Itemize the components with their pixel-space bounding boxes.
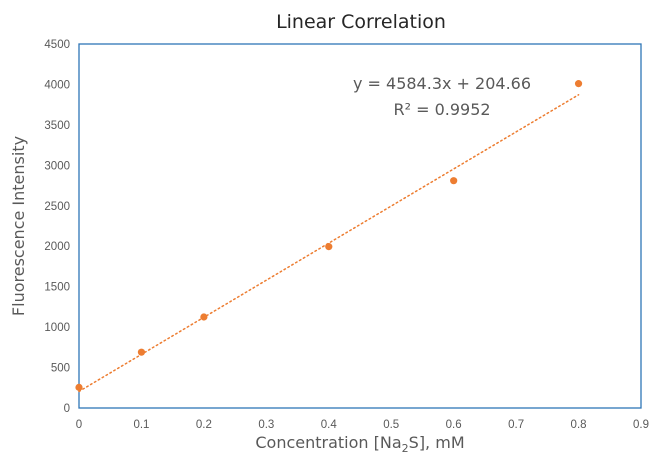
y-tick-label: 0 [64, 403, 70, 415]
data-point [325, 243, 333, 251]
data-point [137, 348, 146, 356]
data-points [75, 80, 583, 391]
x-tick-label: 0 [76, 419, 82, 431]
x-tick-label: 0.9 [633, 419, 649, 431]
chart-title: Linear Correlation [276, 11, 446, 33]
y-tick-label: 1500 [44, 282, 70, 294]
y-tick-label: 4500 [44, 39, 70, 51]
y-axis-label: Fluorescence Intensity [9, 136, 28, 316]
y-tick-label: 1000 [44, 322, 70, 334]
x-axis-ticks: 0 0.1 0.2 0.3 0.4 0.5 0.6 0.7 0.8 0.9 [76, 419, 649, 431]
y-tick-label: 3000 [44, 160, 70, 172]
x-tick-label: 0.8 [571, 419, 587, 431]
x-tick-label: 0.7 [508, 419, 524, 431]
data-point [200, 313, 208, 321]
trendline-equation: y = 4584.3x + 204.66 [353, 74, 531, 93]
x-axis-label: Concentration [Na2S], mM [255, 433, 464, 454]
x-tick-label: 0.5 [383, 419, 399, 431]
y-tick-label: 2000 [44, 241, 70, 253]
x-tick-label: 0.1 [133, 419, 149, 431]
data-point [450, 177, 458, 185]
x-tick-label: 0.6 [446, 419, 462, 431]
x-axis-label-subscript: 2 [402, 442, 409, 454]
x-tick-label: 0.2 [196, 419, 212, 431]
plot-area-frame [78, 43, 642, 409]
y-tick-label: 500 [51, 363, 70, 375]
y-tick-label: 3500 [44, 120, 70, 132]
y-tick-label: 2500 [44, 201, 70, 213]
data-point [75, 383, 83, 391]
x-tick-label: 0.4 [321, 419, 338, 431]
y-tick-label: 4000 [44, 79, 70, 91]
y-axis-ticks: 0 500 1000 1500 2000 2500 3000 3500 4000 4500 [44, 39, 70, 415]
x-tick-label: 0.3 [258, 419, 274, 431]
data-point [574, 80, 583, 88]
x-axis-label-suffix: S], mM [409, 433, 465, 452]
r-squared-label: R² = 0.9952 [393, 100, 490, 119]
x-axis-label-prefix: Concentration [Na [255, 433, 401, 452]
